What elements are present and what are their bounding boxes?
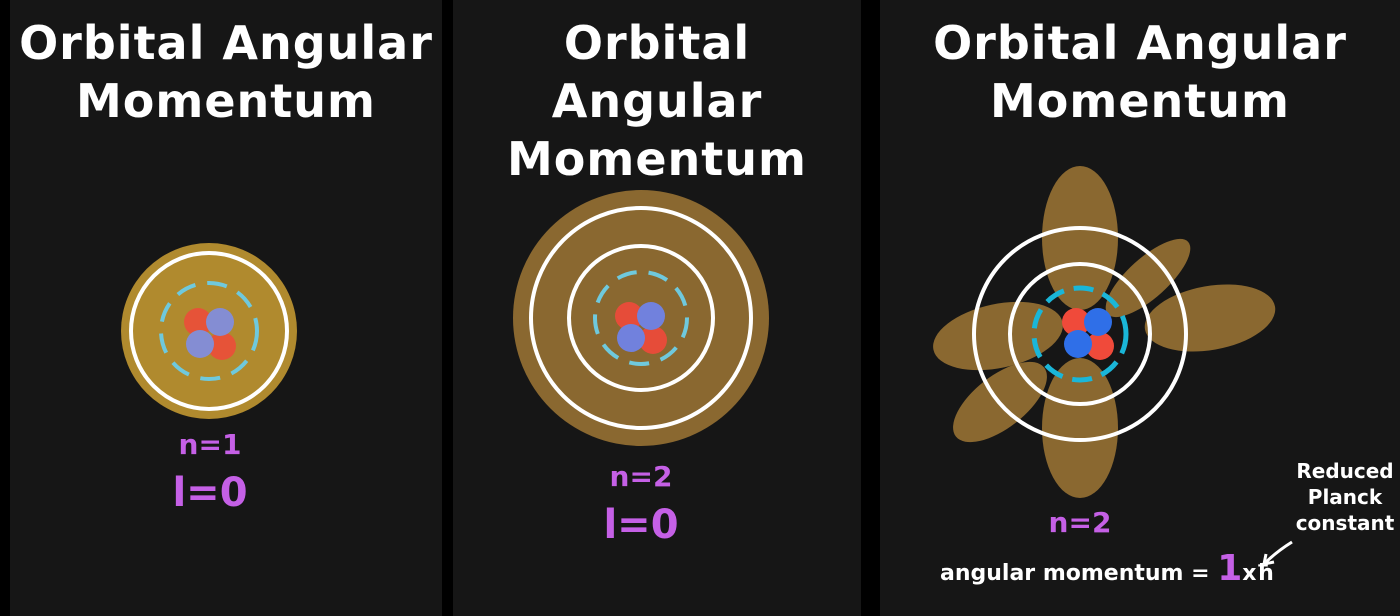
l-label: l=0	[603, 502, 679, 548]
panel-n2-l0: Orbital Angular Momentum n=2 l=0	[453, 0, 861, 616]
orbital-diagram	[933, 166, 1293, 566]
orbit-ring	[129, 251, 289, 411]
title-line-2: Momentum	[76, 74, 376, 128]
n-label: n=1	[178, 428, 242, 461]
panel-title: Orbital Angular Momentum	[880, 14, 1400, 130]
nucleus	[1062, 308, 1114, 360]
note-line-2: Planck	[1307, 485, 1383, 509]
inner-orbit-ring	[567, 244, 715, 392]
nucleus	[184, 308, 236, 360]
nucleus	[615, 302, 667, 354]
panel-title: Orbital Angular Momentum	[453, 14, 861, 188]
n-label: n=2	[609, 460, 673, 493]
inner-orbit-ring	[1008, 262, 1152, 406]
angular-momentum-value: 1	[1217, 548, 1243, 589]
angular-momentum-equation: angular momentum = 1xħ	[940, 548, 1274, 589]
electron-shell	[159, 281, 259, 381]
panel-n2-p-orbital: Orbital Angular Momentum n=2 angular mom…	[880, 0, 1400, 616]
title-line-1: Orbital Angular	[551, 16, 763, 128]
hbar-unit: xħ	[1242, 561, 1274, 586]
electron-shell	[593, 270, 689, 366]
pointer-arrow-icon	[1262, 540, 1293, 566]
note-line-1: Reduced	[1296, 459, 1394, 483]
panel-title: Orbital Angular Momentum	[10, 14, 442, 130]
angular-momentum-label: angular momentum =	[940, 561, 1210, 586]
outer-orbit-ring	[972, 226, 1188, 442]
title-line-2: Momentum	[507, 132, 807, 186]
n-label: n=2	[1048, 506, 1112, 539]
reduced-planck-note: Reduced Planck constant	[1290, 458, 1400, 536]
orbital-diagram	[513, 190, 769, 446]
title-line-1: Orbital Angular	[19, 16, 433, 70]
title-line-1: Orbital Angular	[933, 16, 1347, 70]
electron-shell	[1031, 285, 1129, 383]
outer-orbit-ring	[529, 206, 753, 430]
title-line-2: Momentum	[990, 74, 1290, 128]
l-label: l=0	[172, 470, 248, 516]
p-orbital-lobes	[933, 166, 1276, 498]
note-line-3: constant	[1295, 511, 1395, 535]
panel-n1-l0: Orbital Angular Momentum n=1 l=0	[10, 0, 442, 616]
orbital-diagram	[121, 243, 297, 419]
electron-cloud	[121, 243, 297, 419]
